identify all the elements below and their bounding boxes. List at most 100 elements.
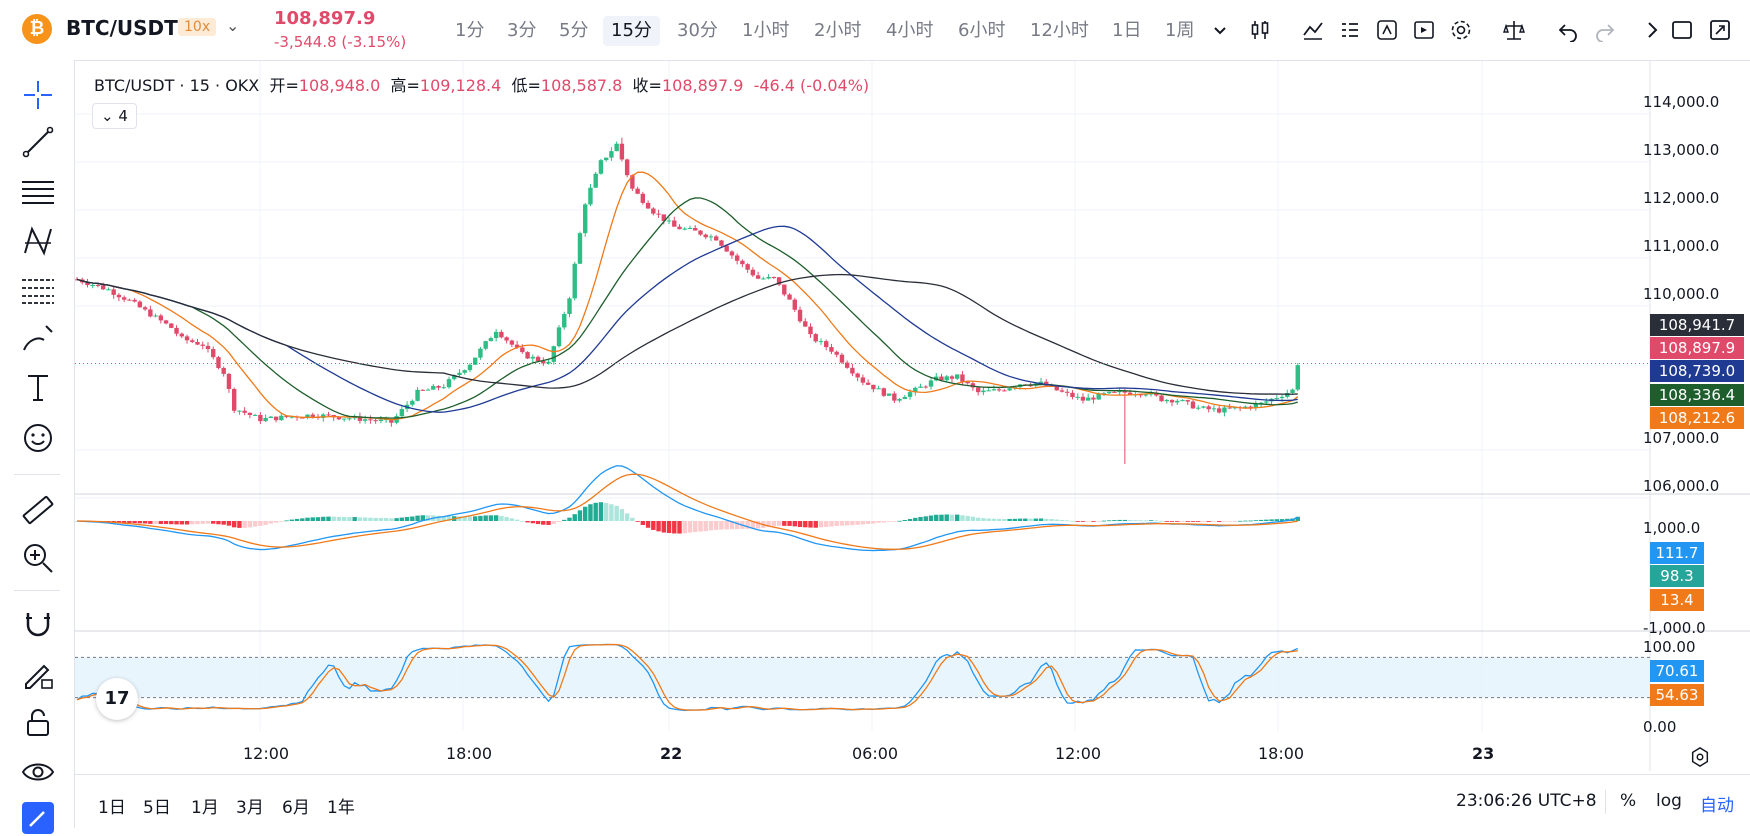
stoch-d-line — [76, 643, 1298, 711]
range-3m[interactable]: 3月 — [236, 798, 264, 818]
candle-body — [425, 389, 431, 391]
macd-histogram-bar — [860, 521, 866, 525]
chart-area[interactable] — [75, 61, 1750, 771]
macd-histogram-bar — [913, 517, 918, 521]
macd-histogram-bar — [813, 521, 818, 528]
strategy-list-icon[interactable] — [1338, 18, 1362, 42]
macd-histogram-bar — [378, 517, 384, 521]
indicator-toggle-button[interactable]: ⌄ 4 — [92, 103, 137, 129]
timeframe-4h[interactable]: 4小时 — [886, 20, 934, 41]
drawing-toolbar — [0, 60, 75, 834]
timeframe-30m[interactable]: 30分 — [677, 20, 718, 41]
compare-scale-icon[interactable] — [1502, 18, 1526, 42]
range-5d[interactable]: 5日 — [143, 798, 171, 818]
macd-histogram-bar — [1023, 518, 1028, 521]
chevron-down-icon[interactable]: ⌄ — [226, 16, 240, 35]
eye-icon[interactable] — [20, 754, 56, 790]
undo-icon[interactable] — [1556, 18, 1580, 42]
time-axis-label: 22 — [660, 744, 683, 763]
axis-settings-gear-icon[interactable] — [1689, 746, 1711, 768]
range-1d[interactable]: 1日 — [98, 798, 126, 818]
horizontal-lines-icon[interactable] — [20, 174, 56, 210]
timeframe-2h[interactable]: 2小时 — [814, 20, 862, 41]
clock[interactable]: 23:06:26 UTC+8 — [1456, 791, 1597, 811]
emoji-icon[interactable] — [20, 420, 56, 456]
fullscreen-icon[interactable] — [1708, 18, 1732, 42]
redo-icon[interactable] — [1593, 18, 1617, 42]
timeframe-1d[interactable]: 1日 — [1112, 20, 1142, 41]
candle-body — [509, 340, 515, 345]
range-6m[interactable]: 6月 — [282, 798, 310, 818]
pattern-tool-icon[interactable] — [20, 223, 56, 259]
indicators-icon[interactable] — [1301, 18, 1325, 42]
macd-axis-label: -1,000.0 — [1643, 619, 1706, 637]
candle-body — [148, 309, 153, 317]
lock-pen-icon[interactable] — [20, 656, 56, 692]
macd-histogram-bar — [782, 521, 787, 526]
alert-icon[interactable] — [1375, 18, 1399, 42]
range-1y[interactable]: 1年 — [327, 798, 355, 818]
candle-body — [824, 341, 829, 348]
candle-body — [766, 276, 771, 279]
timeframe-1w[interactable]: 1周 — [1165, 20, 1195, 41]
macd-histogram-bar — [179, 521, 184, 525]
macd-histogram-bar — [425, 515, 431, 521]
crosshair-icon[interactable] — [20, 77, 56, 113]
timeframe-1m[interactable]: 1分 — [455, 20, 485, 41]
unlock-icon[interactable] — [20, 705, 56, 741]
macd-histogram-bar — [666, 521, 672, 534]
timeframe-3m[interactable]: 3分 — [507, 20, 537, 41]
candle-body — [1096, 393, 1101, 400]
macd-histogram-bar — [1269, 519, 1274, 521]
candle-body — [996, 389, 1002, 391]
settings-gear-icon[interactable] — [1449, 18, 1473, 42]
candle-body — [1122, 391, 1128, 393]
candle-body — [226, 373, 232, 389]
magnet-icon[interactable] — [20, 607, 56, 643]
favorites-tool-icon[interactable] — [20, 800, 56, 836]
trend-line-icon[interactable] — [20, 124, 56, 160]
macd-histogram-bar — [483, 515, 488, 521]
zoom-in-icon[interactable] — [20, 540, 56, 576]
auto-toggle[interactable]: 自动 — [1700, 796, 1734, 816]
candle-body — [1007, 388, 1012, 391]
leverage-badge[interactable]: 10x — [178, 18, 217, 36]
percent-toggle[interactable]: % — [1620, 791, 1637, 811]
timeframe-5m[interactable]: 5分 — [559, 20, 589, 41]
brush-icon[interactable] — [20, 320, 56, 356]
macd-histogram-bar — [1122, 519, 1128, 521]
timeframe-15m[interactable]: 15分 — [603, 16, 660, 46]
candle-body — [431, 385, 436, 390]
candle-body — [231, 388, 237, 411]
more-timeframes-chevron-icon[interactable] — [1208, 18, 1232, 42]
timeframe-12h[interactable]: 12小时 — [1030, 20, 1089, 41]
symbol-name[interactable]: BTC/USDT — [66, 16, 178, 40]
macd-histogram-bar — [1159, 520, 1164, 522]
macd-histogram-bar — [672, 521, 677, 534]
candle-body — [782, 284, 787, 295]
macd-histogram-bar — [703, 521, 708, 532]
macd-histogram-bar — [609, 504, 614, 521]
candle-type-icon[interactable] — [1248, 18, 1272, 42]
timeframe-1h[interactable]: 1小时 — [742, 20, 790, 41]
range-1m[interactable]: 1月 — [191, 798, 219, 818]
macd-histogram-bar — [886, 521, 892, 522]
timeframe-6h[interactable]: 6小时 — [958, 20, 1006, 41]
macd-histogram-bar — [148, 521, 153, 524]
candle-body — [1175, 400, 1180, 403]
collapse-panel-icon[interactable] — [1640, 18, 1664, 42]
candle-body — [928, 380, 934, 387]
layout-icon[interactable] — [1670, 18, 1694, 42]
candle-body — [205, 345, 211, 350]
chevron-down-icon: ⌄ — [101, 107, 114, 125]
tradingview-logo[interactable]: 17 — [96, 678, 138, 720]
macd-histogram-bar — [546, 521, 551, 525]
replay-icon[interactable] — [1412, 18, 1436, 42]
ruler-icon[interactable] — [20, 492, 56, 528]
macd-histogram-bar — [577, 510, 583, 521]
text-tool-icon[interactable] — [20, 370, 56, 406]
candle-body — [541, 361, 546, 364]
log-toggle[interactable]: log — [1656, 791, 1682, 811]
candle-body — [682, 228, 687, 230]
fibonacci-icon[interactable] — [20, 272, 56, 308]
